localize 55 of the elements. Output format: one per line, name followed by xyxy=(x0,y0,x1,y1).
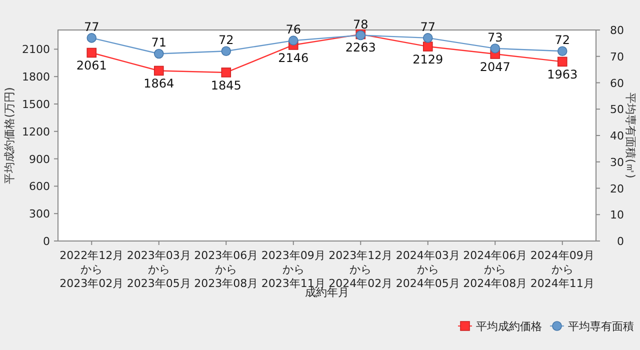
data-label: 78 xyxy=(352,17,368,32)
y2-tick-label: 20 xyxy=(610,182,624,196)
data-label: 72 xyxy=(218,33,234,48)
data-label: 1845 xyxy=(210,78,242,92)
x-tick-label: 2023年06月から2023年08月 xyxy=(194,249,258,290)
x-tick-label: 2024年09月から2024年11月 xyxy=(530,249,594,290)
x-tick-label: 2024年03月から2024年05月 xyxy=(396,249,460,290)
y-tick-label: 600 xyxy=(29,180,50,194)
y2-tick-label: 80 xyxy=(610,24,624,37)
y2-tick-label: 50 xyxy=(610,103,624,116)
y2-tick-label: 70 xyxy=(610,50,624,64)
data-label: 76 xyxy=(286,22,302,37)
x-tick-label: 2023年03月から2023年05月 xyxy=(126,249,191,290)
y2-tick-label: 60 xyxy=(610,76,624,90)
point xyxy=(422,42,433,52)
point xyxy=(288,36,298,46)
y-tick-label: 0 xyxy=(43,235,50,248)
y-tick-label: 1500 xyxy=(22,98,50,111)
data-label: 2129 xyxy=(412,52,444,67)
y-tick-label: 900 xyxy=(29,152,50,166)
y-tick-label: 1800 xyxy=(22,70,50,84)
y-tick-label: 1200 xyxy=(22,125,50,138)
point xyxy=(154,48,164,59)
y-tick-label: 2100 xyxy=(22,43,50,56)
y-axis-title: 平均成約価格(万円) xyxy=(3,87,16,184)
x-tick-label: 2024年06月から2024年08月 xyxy=(463,249,528,290)
point xyxy=(557,56,568,67)
y-tick-label: 300 xyxy=(29,208,50,221)
data-label: 77 xyxy=(420,20,436,34)
data-label: 73 xyxy=(487,30,503,44)
data-label: 1864 xyxy=(144,76,174,91)
data-label: 2061 xyxy=(76,58,107,73)
legend-label: 平均成約価格 xyxy=(476,320,542,333)
point xyxy=(490,44,500,54)
x-tick-label: 2022年12月から2023年02月 xyxy=(60,249,124,290)
data-label: 77 xyxy=(84,20,100,34)
data-label: 2047 xyxy=(480,60,510,74)
y2-tick-label: 30 xyxy=(610,156,624,169)
y2-tick-label: 10 xyxy=(610,208,624,222)
point xyxy=(86,33,97,43)
y2-axis-title: 平均専有面積(㎡) xyxy=(624,92,637,178)
y2-tick-label: 0 xyxy=(617,235,624,248)
y2-tick-label: 40 xyxy=(610,130,624,142)
point xyxy=(86,48,97,58)
point xyxy=(221,46,232,56)
data-label: 71 xyxy=(151,36,167,50)
point xyxy=(557,46,568,56)
point xyxy=(221,68,232,78)
data-label: 72 xyxy=(554,33,570,48)
data-label: 2146 xyxy=(278,50,309,65)
point xyxy=(422,33,433,43)
data-label: 1963 xyxy=(547,68,578,82)
point xyxy=(154,66,164,76)
data-label: 2263 xyxy=(345,40,376,54)
legend-label: 平均専有面積 xyxy=(568,320,634,333)
